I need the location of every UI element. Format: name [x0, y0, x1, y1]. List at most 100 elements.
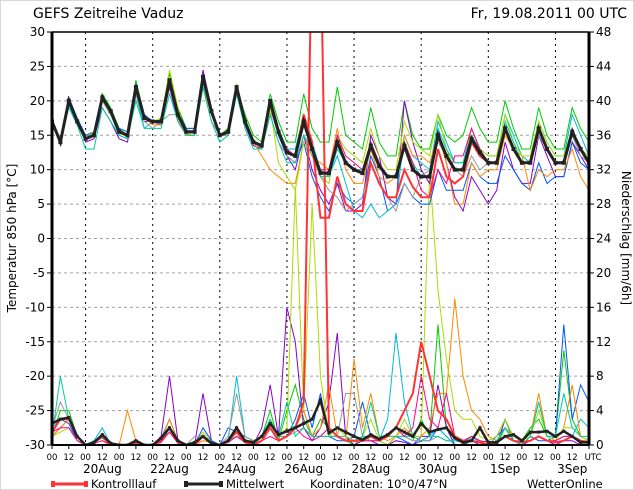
mean-temp-point: [259, 143, 264, 148]
mean-temp-point: [352, 167, 357, 172]
y2-tick-label: 36: [596, 128, 611, 142]
mean-precip-point: [495, 440, 499, 444]
mean-temp-point: [184, 129, 189, 134]
x-tick-label: 12: [265, 453, 276, 463]
x-tick-label: 00: [483, 453, 494, 463]
mean-temp-point: [561, 160, 566, 165]
mean-temp-point: [578, 147, 583, 152]
y-tick-label: 10: [30, 163, 45, 177]
mean-temp-point: [427, 174, 432, 179]
mean-temp-point: [66, 98, 71, 103]
mean-temp-point: [83, 136, 88, 141]
mean-precip-point: [67, 415, 71, 419]
x-tick-label: 00: [282, 453, 293, 463]
x-tick-label: 00: [214, 453, 225, 463]
mean-temp-point: [133, 85, 138, 90]
mean-precip-point: [470, 439, 474, 443]
mean-precip-point: [176, 439, 180, 443]
series-layer: [52, 32, 589, 445]
mean-precip-point: [562, 429, 566, 433]
mean-temp-point: [242, 119, 247, 124]
y-tick-label: -25: [25, 404, 45, 418]
x-tick-label: 12: [533, 453, 544, 463]
legend-control-marker: [51, 481, 55, 487]
date-label: 26Aug: [284, 462, 323, 476]
mean-temp-point: [150, 119, 155, 124]
mean-precip-point: [520, 439, 524, 443]
mean-precip-point: [310, 417, 314, 421]
mean-temp-point: [377, 164, 382, 169]
mean-temp-point: [545, 147, 550, 152]
mean-temp-point: [335, 140, 340, 145]
mean-precip-point: [486, 440, 490, 444]
mean-precip-point: [335, 426, 339, 430]
date-label: 22Aug: [150, 462, 189, 476]
mean-precip-point: [545, 429, 549, 433]
axes: 302520151050-5-10-15-20-25-3048444036322…: [25, 25, 611, 476]
y2-tick-label: 40: [596, 94, 611, 108]
y-tick-label: 0: [37, 232, 45, 246]
mean-precip-point: [478, 426, 482, 430]
mean-temp-point: [385, 174, 390, 179]
y2-axis-label: Niederschlag [mm/6h]: [619, 171, 633, 305]
mean-precip-point: [344, 430, 348, 434]
mean-temp-point: [444, 153, 449, 158]
y2-tick-label: 28: [596, 197, 611, 211]
x-tick-label: 00: [449, 453, 460, 463]
chart-title: GEFS Zeitreihe Vaduz: [33, 6, 184, 22]
x-tick-label: 00: [416, 453, 427, 463]
y-tick-label: -30: [25, 438, 45, 452]
x-tick-label: 00: [181, 453, 192, 463]
y2-tick-label: 20: [596, 266, 611, 280]
mean-temp-point: [519, 160, 524, 165]
mean-temp-point: [301, 119, 306, 124]
y2-tick-label: 4: [596, 404, 604, 418]
brand-label: WetterOnline: [527, 477, 603, 490]
mean-temp-point: [570, 129, 575, 134]
y2-tick-label: 16: [596, 300, 611, 314]
mean-precip-point: [377, 437, 381, 441]
mean-precip-point: [58, 417, 62, 421]
x-tick-label: 00: [114, 453, 125, 463]
x-tick-label: 00: [516, 453, 527, 463]
mean-precip-point: [553, 434, 557, 438]
mean-precip-point: [461, 440, 465, 444]
mean-temp-point: [108, 109, 113, 114]
mean-temp-point: [452, 167, 457, 172]
y-tick-label: 30: [30, 25, 45, 39]
legend-mean-label: Mittelwert: [226, 477, 285, 490]
y-tick-label: -20: [25, 369, 45, 383]
mean-precip-point: [327, 431, 331, 435]
x-tick-label: 12: [399, 453, 410, 463]
mean-temp-point: [528, 160, 533, 165]
coordinates-label: Koordinaten: 10°0/47°N: [310, 477, 447, 490]
mean-temp-point: [234, 85, 239, 90]
y-tick-label: -10: [25, 300, 45, 314]
x-tick-label: 12: [63, 453, 74, 463]
mean-temp-point: [284, 150, 289, 155]
mean-temp-point: [318, 171, 323, 176]
date-label: 28Aug: [351, 462, 390, 476]
mean-precip-point: [159, 436, 163, 440]
y2-tick-label: 0: [596, 438, 604, 452]
mean-temp-point: [536, 126, 541, 131]
y2-tick-label: 32: [596, 163, 611, 177]
date-label: 1Sep: [490, 462, 520, 476]
mean-temp-point: [503, 126, 508, 131]
x-tick-label: 12: [198, 453, 209, 463]
x-tick-label: 12: [365, 453, 376, 463]
x-tick-label: 00: [248, 453, 259, 463]
x-tick-label: 12: [433, 453, 444, 463]
mean-temp-point: [58, 140, 63, 145]
mean-temp-point: [251, 140, 256, 145]
mean-temp-point: [360, 171, 365, 176]
mean-temp-point: [494, 160, 499, 165]
y-tick-label: 20: [30, 94, 45, 108]
mean-temp-point: [117, 129, 122, 134]
mean-precip-point: [277, 433, 281, 437]
mean-temp-point: [159, 119, 164, 124]
mean-temp-point: [402, 143, 407, 148]
mean-precip-point: [428, 430, 432, 434]
mean-temp-point: [100, 95, 105, 100]
mean-precip-point: [444, 426, 448, 430]
